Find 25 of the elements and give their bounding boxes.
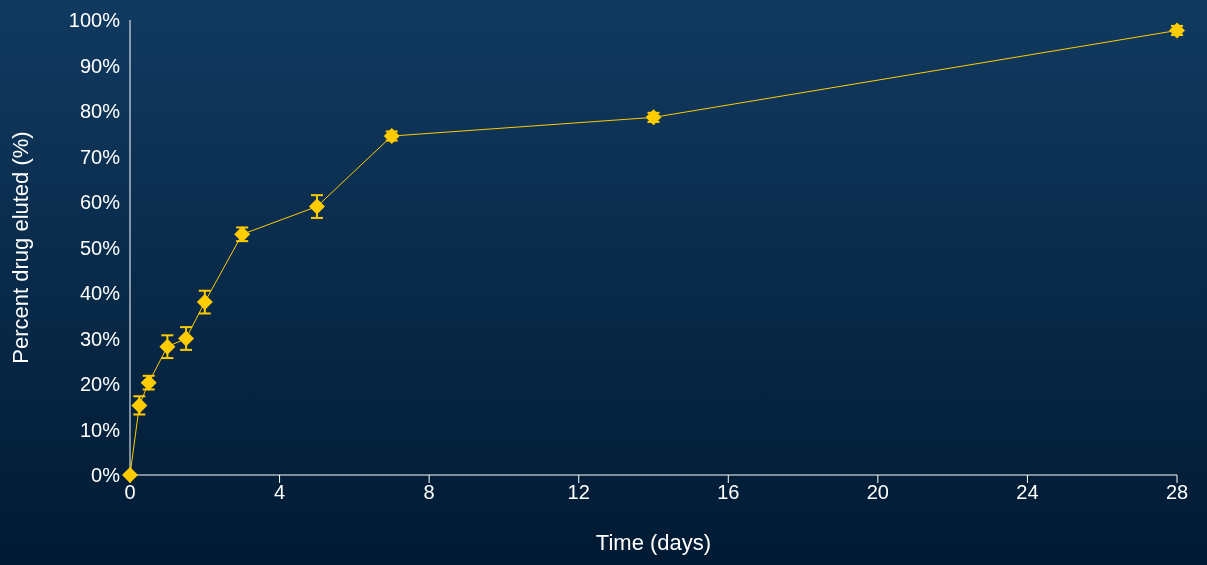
x-tick-label: 4 — [274, 481, 286, 504]
y-tick-label: 10% — [79, 418, 121, 441]
x-axis-title: Time (days) — [595, 530, 712, 555]
x-tick-label: 24 — [1016, 481, 1039, 504]
x-tick-label: 28 — [1165, 481, 1189, 504]
y-tick-label: 40% — [79, 282, 121, 305]
y-tick-label: 50% — [79, 236, 121, 259]
point — [196, 294, 213, 311]
y-tick-label: 90% — [79, 54, 121, 77]
y-tick-label: 60% — [79, 191, 121, 214]
y-tick-label: 30% — [79, 327, 121, 350]
y-axis-title: Percent drug eluted (%) — [7, 131, 33, 364]
y-tick-label: 80% — [79, 100, 121, 123]
y-tick-label: 70% — [79, 145, 121, 168]
x-tick-label: 12 — [567, 481, 590, 504]
point — [308, 198, 325, 215]
point — [178, 330, 195, 347]
y-tick-label: 100% — [68, 9, 121, 32]
y-tick-label: 0% — [91, 464, 121, 487]
x-tick-label: 20 — [866, 481, 889, 504]
y-tick-label: 20% — [79, 373, 121, 396]
x-tick-label: 16 — [717, 481, 740, 504]
point — [159, 338, 176, 355]
x-tick-label: 0 — [124, 481, 136, 504]
x-tick-label: 8 — [423, 481, 435, 504]
